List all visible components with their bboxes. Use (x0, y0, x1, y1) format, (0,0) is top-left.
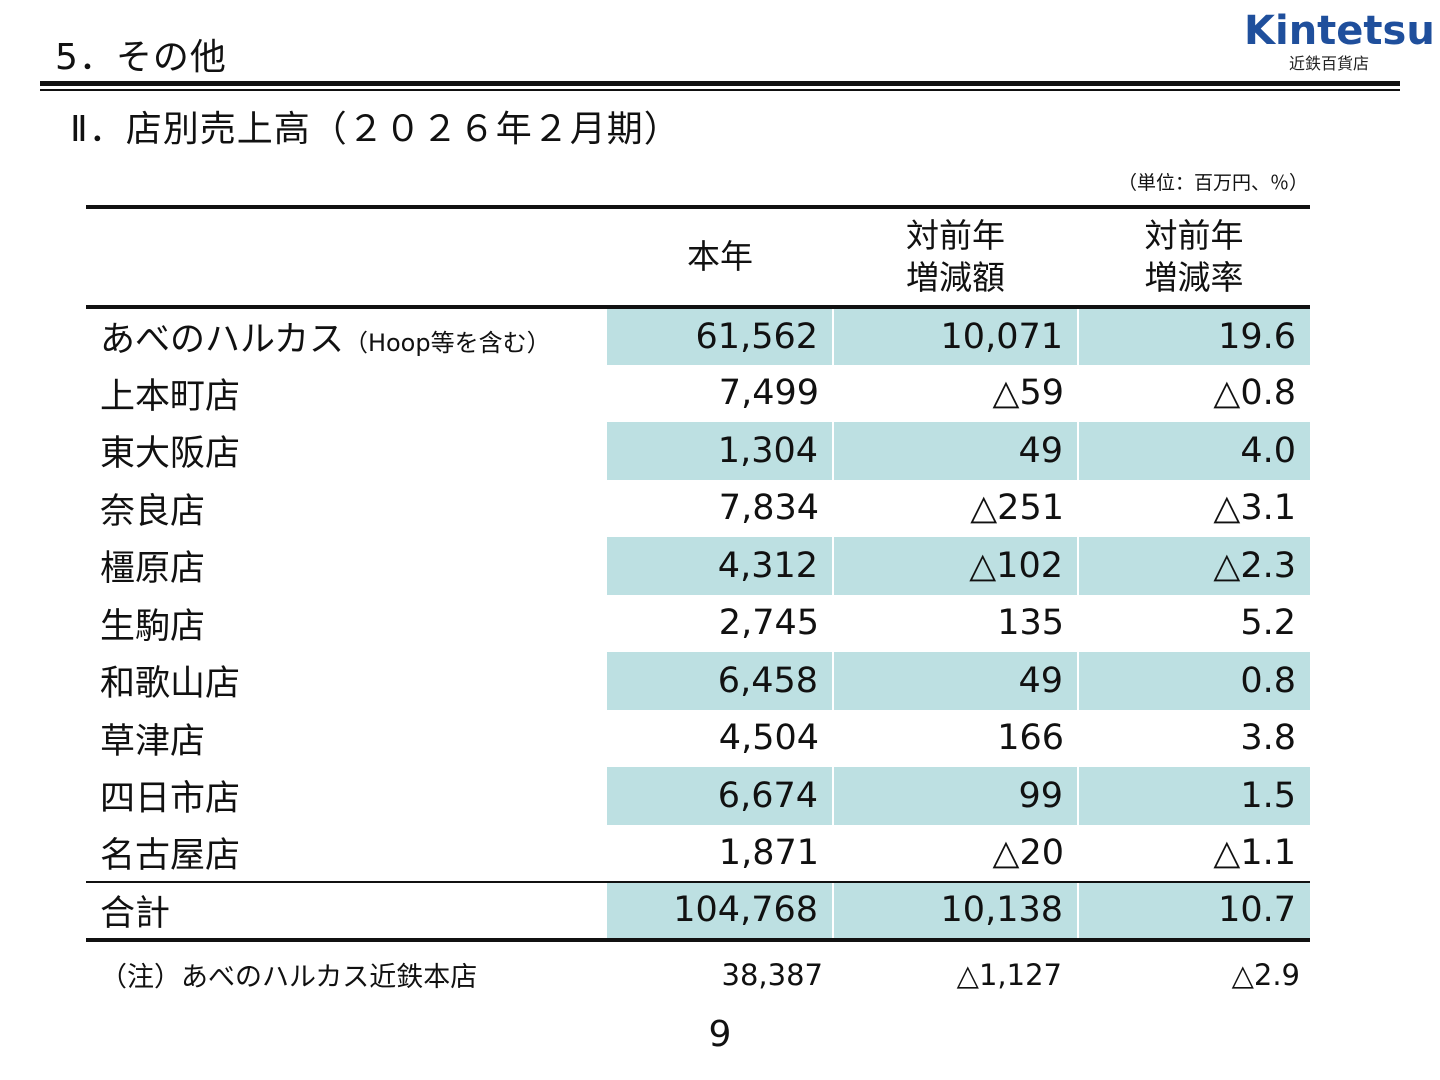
store-name: 和歌山店 (100, 664, 241, 705)
header-current-year: 本年 (607, 205, 833, 309)
current-cell: 2,745 (718, 603, 819, 644)
table-row: 上本町店 7,499 △59 △0.8 (86, 365, 1310, 423)
header-store (86, 205, 607, 309)
diff-cell: 10,071 (832, 307, 1078, 365)
diff-cell: △20 (992, 832, 1064, 873)
current-cell: 7,499 (718, 373, 819, 414)
diff-cell: 166 (997, 718, 1064, 759)
logo-subtitle: 近鉄百貨店 (1288, 54, 1369, 73)
rate-cell: 19.6 (1077, 307, 1310, 365)
table-row: 草津店 4,504 166 3.8 (86, 710, 1310, 768)
total-current-cell: 104,768 (607, 881, 833, 942)
current-cell: 1,304 (607, 422, 833, 480)
current-cell: 4,504 (718, 718, 819, 759)
store-name: 四日市店 (100, 779, 241, 820)
diff-cell: △59 (992, 373, 1064, 414)
rate-cell: 5.2 (1240, 603, 1296, 644)
table-row: 東大阪店 1,304 49 4.0 (86, 422, 1310, 480)
header-yoy-diff: 対前年 増減額 (833, 205, 1078, 309)
footnote-diff: △1,127 (956, 958, 1062, 992)
header-rule-thick (40, 81, 1400, 86)
footnote-current: 38,387 (721, 958, 823, 992)
header-rule-thin (40, 89, 1400, 91)
rate-cell: 1.5 (1077, 767, 1310, 825)
rate-cell: △1.1 (1213, 832, 1296, 873)
table-row: 奈良店 7,834 △251 △3.1 (86, 480, 1310, 538)
store-name: 生駒店 (100, 606, 206, 647)
store-name: あべのハルカス (100, 320, 344, 361)
rate-cell: △0.8 (1213, 373, 1296, 414)
store-name: 橿原店 (100, 549, 206, 590)
current-cell: 4,312 (607, 537, 833, 595)
store-name: 草津店 (100, 721, 206, 762)
table-row: 四日市店 6,674 99 1.5 (86, 767, 1310, 825)
table-header-row: 本年 対前年 増減額 対前年 増減率 (86, 205, 1310, 309)
footnote-rate: △2.9 (1231, 958, 1300, 992)
total-label: 合計 (86, 881, 607, 942)
rate-cell: 4.0 (1077, 422, 1310, 480)
logo-wordmark: Kintetsu (1244, 8, 1435, 54)
diff-cell: 49 (832, 652, 1078, 710)
rate-cell: △2.3 (1077, 537, 1310, 595)
table-row: 和歌山店 6,458 49 0.8 (86, 652, 1310, 710)
footnote-row: （注）あべのハルカス近鉄本店 38,387 △1,127 △2.9 (86, 955, 1310, 999)
current-cell: 6,674 (607, 767, 833, 825)
page-number: 9 (708, 1014, 732, 1055)
footnote-label: （注）あべのハルカス近鉄本店 (100, 962, 478, 993)
store-name-note: （Hoop等を含む） (343, 329, 551, 358)
rate-cell: 3.8 (1240, 718, 1296, 759)
store-sales-table: 本年 対前年 増減額 対前年 増減率 あべのハルカス（Hoop等を含む） 61,… (86, 205, 1310, 942)
total-row: 合計 104,768 10,138 10.7 (86, 881, 1310, 942)
current-cell: 1,871 (718, 832, 819, 873)
current-cell: 61,562 (607, 307, 833, 365)
table-row: 生駒店 2,745 135 5.2 (86, 595, 1310, 653)
page-subtitle: Ⅱ．店別売上高（２０２６年２月期） (70, 109, 681, 150)
rate-cell: 0.8 (1077, 652, 1310, 710)
total-diff-cell: 10,138 (832, 881, 1078, 942)
current-cell: 6,458 (607, 652, 833, 710)
table-row: あべのハルカス（Hoop等を含む） 61,562 10,071 19.6 (86, 307, 1310, 365)
store-name: 上本町店 (100, 376, 241, 417)
diff-cell: △251 (970, 488, 1064, 529)
total-rate-cell: 10.7 (1077, 881, 1310, 942)
table-row: 橿原店 4,312 △102 △2.3 (86, 537, 1310, 595)
diff-cell: 135 (997, 603, 1064, 644)
kintetsu-logo: Kintetsu 近鉄百貨店 (1244, 8, 1435, 74)
diff-cell: 49 (832, 422, 1078, 480)
diff-cell: △102 (832, 537, 1078, 595)
store-name: 名古屋店 (100, 836, 241, 877)
store-name: 奈良店 (100, 491, 206, 532)
current-cell: 7,834 (718, 488, 819, 529)
rate-cell: △3.1 (1213, 488, 1296, 529)
diff-cell: 99 (832, 767, 1078, 825)
table-row: 名古屋店 1,871 △20 △1.1 (86, 825, 1310, 883)
store-name: 東大阪店 (100, 434, 241, 475)
store-name-cell: あべのハルカス（Hoop等を含む） (86, 307, 607, 365)
header-yoy-rate: 対前年 増減率 (1078, 205, 1310, 309)
unit-label: （単位：百万円、％） (1117, 172, 1308, 194)
section-title: 5．その他 (55, 37, 227, 78)
